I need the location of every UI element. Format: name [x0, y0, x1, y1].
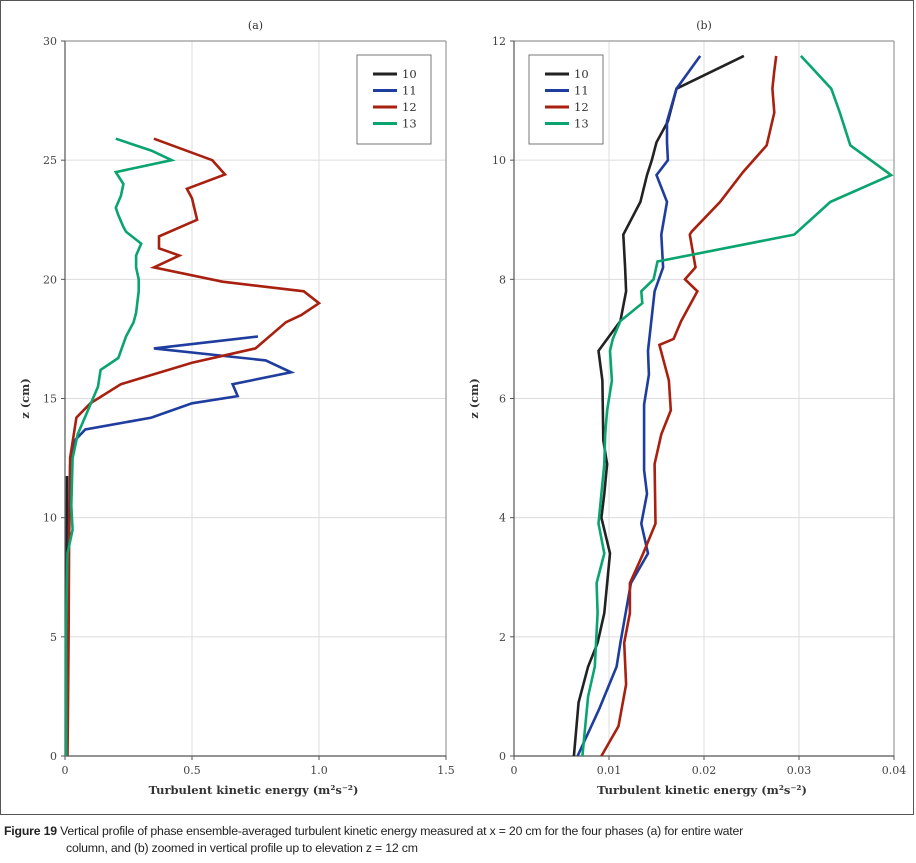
panel-a-y-tick-label: 30 [43, 35, 57, 48]
panel-a-legend-box [356, 54, 432, 145]
panel-b-legend-label-12: 12 [574, 100, 589, 114]
panel-b-x-axis-label: Turbulent kinetic energy (m²s⁻²) [597, 783, 807, 797]
panel-b-y-tick-label: 8 [499, 273, 506, 286]
panel-b-y-tick-label: 6 [499, 393, 506, 406]
panel-b-legend-box [528, 54, 604, 145]
panel-b-x-tick-label: 0.02 [692, 764, 717, 777]
panel-b-x-tick-label: 0.01 [597, 764, 622, 777]
caption-line-2: column, and (b) zoomed in vertical profi… [66, 841, 418, 855]
panel-a-series-line-13 [64, 137, 176, 757]
panel-a-legend-label-12: 12 [402, 100, 417, 114]
panel-b-y-tick-label: 4 [499, 512, 506, 525]
panel-a-y-tick-label: 5 [50, 631, 57, 644]
panel-b-x-tick-label: 0 [511, 764, 518, 777]
panel-a-y-tick-label: 25 [43, 154, 57, 167]
panel-a-x-tick-label: 0.5 [183, 764, 201, 777]
panel-a-y-tick-label: 15 [43, 393, 57, 406]
panel-a-legend-label-11: 11 [402, 84, 417, 98]
panel-a-legend-label-13: 13 [402, 117, 417, 131]
panel-b-y-tick-label: 0 [499, 750, 506, 763]
panel-b-series-line-12 [600, 55, 778, 757]
panel-b-y-axis-label: z (cm) [467, 378, 481, 419]
panel-a-x-tick-label: 1.5 [437, 764, 455, 777]
panel-b-x-tick-label: 0.04 [882, 764, 907, 777]
panel-a-y-axis-label: z (cm) [18, 378, 32, 419]
panel-a-x-tick-label: 0 [62, 764, 69, 777]
panel-b-y-tick-label: 2 [499, 631, 506, 644]
panel-a-series-line-11 [65, 335, 296, 757]
panel-b-legend-label-10: 10 [574, 67, 589, 81]
panel-a-x-tick-label: 1.0 [310, 764, 328, 777]
panel-a-title: (a) [248, 19, 263, 32]
panel-a-y-tick-label: 0 [50, 750, 57, 763]
panel-a-y-tick-label: 20 [43, 273, 57, 286]
panel-b-y-tick-label: 10 [492, 154, 506, 167]
panel-a-y-tick-label: 10 [43, 512, 57, 525]
caption-line-1: Vertical profile of phase ensemble-avera… [60, 824, 744, 838]
caption-label: Figure 19 [4, 824, 57, 838]
panel-b-series-line-10 [572, 54, 745, 757]
panel-b-y-tick-label: 12 [492, 35, 506, 48]
panel-a-series-line-12 [66, 137, 322, 757]
panel-b-title: (b) [696, 19, 712, 32]
panel-b-x-tick-label: 0.03 [787, 764, 812, 777]
panel-a-x-axis-label: Turbulent kinetic energy (m²s⁻²) [149, 783, 359, 797]
panel-b-series-line-13 [581, 55, 894, 757]
figure-caption: Figure 19 Vertical profile of phase ense… [4, 823, 909, 857]
panel-b-series-line-11 [576, 55, 702, 757]
panel-b-legend-label-11: 11 [574, 84, 589, 98]
panel-b-legend-label-13: 13 [574, 117, 589, 131]
figure-frame [0, 0, 914, 815]
panel-a-legend-label-10: 10 [402, 67, 417, 81]
